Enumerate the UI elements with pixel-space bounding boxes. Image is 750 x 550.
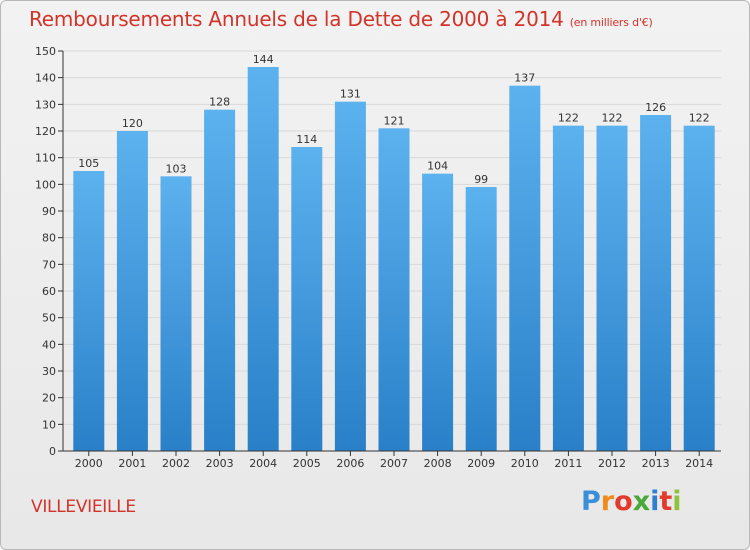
bar: [204, 109, 236, 452]
y-axis: 0 10 20 30 40 50 60 70 80 90 100 110 120 130 140 150: [35, 45, 64, 458]
bars: 105 120 103 128 144 114 131 121 104 99 137 122 122 12…: [73, 53, 715, 452]
bar: [465, 187, 497, 451]
logo-letter: i: [650, 486, 660, 517]
bar-value-label: 103: [166, 162, 187, 175]
proxiti-logo: Proxiti: [581, 486, 682, 517]
x-tick-label: 2002: [162, 457, 190, 470]
bar-value-label: 144: [253, 53, 274, 66]
x-tick-label: 2014: [685, 457, 713, 470]
bar: [334, 101, 366, 452]
bar: [640, 115, 672, 451]
y-tick-label: 150: [35, 45, 56, 58]
bar-value-label: 122: [689, 112, 710, 125]
y-tick-label: 30: [42, 365, 56, 378]
logo-letter: o: [614, 486, 633, 517]
y-tick-label: 80: [42, 232, 56, 245]
x-tick-label: 2009: [467, 457, 495, 470]
bar: [73, 171, 105, 451]
y-tick-label: 100: [35, 178, 56, 191]
bar-value-label: 137: [514, 72, 535, 85]
y-tick-label: 10: [42, 418, 56, 431]
bar-value-label: 114: [296, 133, 317, 146]
x-tick-label: 2001: [118, 457, 146, 470]
bar: [291, 147, 323, 451]
bar-value-label: 104: [427, 160, 448, 173]
chart-subtitle: (en milliers d'€): [569, 16, 653, 29]
y-tick-label: 90: [42, 205, 56, 218]
x-tick-label: 2013: [642, 457, 670, 470]
bar: [683, 125, 715, 452]
y-tick-label: 40: [42, 338, 56, 351]
bar: [160, 176, 192, 452]
bar: [509, 85, 541, 452]
x-tick-label: 2008: [424, 457, 452, 470]
x-tick-label: 2000: [75, 457, 103, 470]
bar: [552, 125, 584, 452]
logo-letter: r: [600, 486, 615, 517]
bar: [116, 131, 148, 451]
bar-value-label: 122: [602, 112, 623, 125]
y-tick-label: 0: [49, 445, 56, 458]
logo-letter: i: [672, 486, 682, 517]
logo-letter: x: [632, 486, 651, 517]
logo-letter: P: [581, 486, 601, 517]
logo-letter: t: [659, 486, 673, 517]
y-tick-label: 70: [42, 258, 56, 271]
x-tick-label: 2007: [380, 457, 408, 470]
bar-value-label: 121: [384, 114, 405, 127]
y-tick-label: 60: [42, 285, 56, 298]
y-tick-label: 110: [35, 152, 56, 165]
y-tick-label: 140: [35, 72, 56, 85]
town-name: VILLEVIEILLE: [31, 497, 136, 517]
x-tick-label: 2005: [293, 457, 321, 470]
x-axis: 2000 2001 2002 2003 2004 2005 2006 2007 2008 2009…: [63, 450, 721, 470]
y-tick-label: 130: [35, 98, 56, 111]
bar-value-label: 99: [474, 173, 488, 186]
x-tick-label: 2003: [206, 457, 234, 470]
y-tick-label: 50: [42, 312, 56, 325]
y-tick-label: 120: [35, 125, 56, 138]
bar-value-label: 126: [645, 101, 666, 114]
x-tick-label: 2010: [511, 457, 539, 470]
bar-value-label: 120: [122, 117, 143, 130]
bar: [247, 67, 279, 451]
bar-value-label: 128: [209, 96, 230, 109]
y-tick-label: 20: [42, 392, 56, 405]
x-tick-label: 2006: [336, 457, 364, 470]
chart-title: Remboursements Annuels de la Dette de 20…: [29, 7, 653, 31]
bar-value-label: 105: [78, 157, 99, 170]
x-tick-label: 2011: [554, 457, 582, 470]
bar-value-label: 122: [558, 112, 579, 125]
bar: [596, 125, 628, 452]
x-tick-label: 2004: [249, 457, 277, 470]
bar: [378, 128, 410, 451]
bar-value-label: 131: [340, 88, 361, 101]
chart-title-text: Remboursements Annuels de la Dette de 20…: [29, 7, 564, 31]
x-tick-label: 2012: [598, 457, 626, 470]
bar: [422, 173, 454, 451]
